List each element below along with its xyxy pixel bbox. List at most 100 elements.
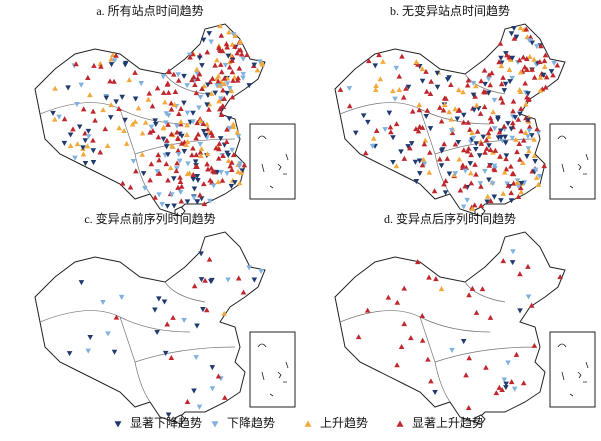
station-marker — [441, 141, 447, 147]
station-marker — [396, 73, 403, 79]
station-marker — [426, 169, 433, 175]
station-marker — [165, 152, 171, 158]
station-marker — [209, 132, 216, 138]
station-marker — [164, 137, 170, 143]
station-marker — [532, 158, 538, 165]
station-marker — [531, 152, 538, 158]
station-marker — [412, 159, 419, 165]
station-marker — [423, 68, 429, 74]
station-marker — [531, 56, 537, 62]
station-marker — [218, 169, 224, 175]
station-marker — [422, 137, 429, 143]
station-marker — [452, 106, 458, 112]
station-marker — [414, 259, 421, 265]
station-marker — [152, 194, 158, 200]
station-marker — [434, 70, 441, 76]
station-marker — [531, 74, 538, 80]
station-marker — [111, 349, 118, 355]
station-marker — [393, 121, 400, 127]
station-marker — [191, 388, 197, 394]
station-marker — [548, 69, 555, 75]
station-marker — [513, 34, 520, 40]
station-marker — [91, 62, 97, 68]
station-marker — [394, 299, 401, 305]
station-marker — [216, 44, 222, 50]
panel-title: b. 无变异站点时间趋势 — [390, 3, 510, 18]
station-marker — [85, 74, 91, 80]
station-marker — [251, 62, 258, 68]
station-marker — [405, 144, 411, 150]
station-marker — [209, 365, 216, 371]
station-marker — [508, 379, 515, 385]
station-marker — [194, 120, 201, 126]
station-marker — [168, 354, 175, 361]
station-marker — [487, 147, 494, 153]
station-marker — [416, 107, 423, 113]
map-panel: a. 所有站点时间趋势 — [34, 4, 296, 217]
station-marker — [224, 126, 230, 132]
station-marker — [460, 119, 467, 125]
station-marker — [483, 364, 489, 370]
station-marker — [504, 52, 510, 58]
station-marker — [73, 61, 79, 67]
station-marker — [92, 117, 98, 123]
station-marker — [491, 126, 498, 132]
station-marker — [194, 163, 200, 169]
station-marker — [178, 183, 185, 189]
station-marker — [197, 118, 204, 124]
station-marker — [533, 174, 540, 180]
station-marker — [473, 141, 480, 147]
station-marker — [80, 151, 87, 157]
station-marker — [517, 185, 524, 191]
station-marker — [100, 299, 106, 306]
station-marker — [512, 115, 519, 121]
station-marker — [171, 101, 178, 107]
station-marker — [235, 275, 242, 281]
station-marker — [67, 132, 74, 138]
station-marker — [173, 168, 180, 174]
station-marker — [373, 82, 379, 89]
station-marker — [541, 58, 548, 64]
station-marker — [470, 92, 477, 98]
station-marker — [148, 124, 155, 130]
station-marker — [173, 166, 180, 172]
station-marker — [160, 74, 167, 80]
station-marker — [189, 152, 195, 158]
station-marker — [198, 277, 205, 283]
station-marker — [501, 377, 508, 383]
station-marker — [370, 135, 377, 141]
station-marker — [462, 183, 468, 189]
station-marker — [197, 142, 204, 148]
station-marker — [207, 198, 213, 204]
station-marker — [232, 32, 239, 38]
station-marker — [478, 140, 485, 146]
station-marker — [87, 92, 93, 98]
inset-islands — [257, 343, 289, 397]
station-marker — [540, 72, 547, 78]
station-marker — [526, 128, 532, 134]
station-marker — [171, 71, 177, 77]
station-marker — [525, 134, 531, 140]
station-marker — [542, 84, 549, 90]
station-marker — [174, 160, 180, 166]
station-marker — [170, 176, 177, 182]
station-marker — [427, 90, 434, 97]
station-marker — [466, 355, 472, 361]
station-marker — [204, 151, 211, 157]
station-marker — [166, 68, 172, 74]
station-marker — [80, 145, 86, 151]
station-marker — [536, 173, 543, 180]
station-marker — [254, 67, 261, 73]
inset-box — [249, 331, 296, 408]
station-marker — [421, 141, 428, 147]
station-marker — [169, 192, 175, 198]
station-marker — [154, 329, 160, 335]
station-marker — [438, 118, 445, 124]
map-panel: b. 无变异站点时间趋势 — [334, 3, 596, 217]
station-marker — [184, 131, 190, 137]
station-marker — [224, 90, 230, 96]
station-marker — [194, 66, 200, 72]
station-marker — [200, 128, 207, 134]
station-marker — [74, 141, 81, 147]
station-marker — [448, 81, 454, 87]
